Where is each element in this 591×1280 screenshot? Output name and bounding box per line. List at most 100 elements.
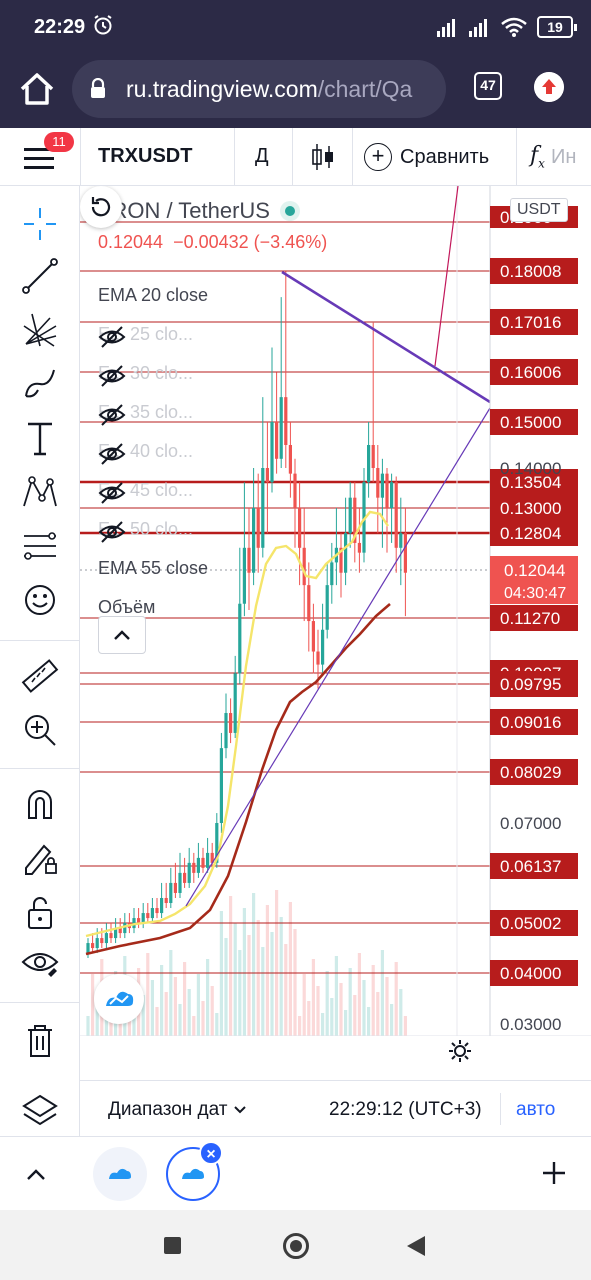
volume-bar bbox=[344, 1010, 348, 1036]
ruler-icon[interactable] bbox=[20, 656, 60, 696]
indicator-row[interactable]: E... 35 clo... bbox=[98, 402, 193, 426]
trash-icon[interactable] bbox=[20, 1020, 60, 1060]
price-tick-label: 0.07000 bbox=[500, 814, 561, 833]
volume-bar bbox=[325, 971, 329, 1036]
collapse-legend-button[interactable] bbox=[98, 616, 146, 654]
tab-count-button[interactable]: 47 bbox=[474, 72, 502, 100]
zoom-in-icon[interactable] bbox=[20, 710, 60, 750]
update-icon[interactable] bbox=[534, 72, 564, 102]
volume-bar bbox=[206, 959, 210, 1036]
plus-icon[interactable] bbox=[540, 1159, 568, 1187]
price-tick-label: 0.14000 bbox=[500, 459, 561, 478]
legend-quote: 0.12044 −0.00432 (−3.46%) bbox=[98, 232, 327, 253]
eye-off-icon[interactable] bbox=[98, 324, 126, 350]
eye-off-icon[interactable] bbox=[98, 441, 126, 467]
reset-chart-icon[interactable] bbox=[80, 186, 122, 228]
tradingview-logo-icon[interactable] bbox=[94, 974, 144, 1024]
candle-body bbox=[348, 497, 352, 534]
candle-type-icon[interactable] bbox=[310, 142, 336, 172]
indicator-row[interactable]: Объём bbox=[98, 597, 155, 618]
trend-line-icon[interactable] bbox=[20, 256, 60, 296]
currency-badge[interactable]: USDT bbox=[510, 198, 568, 222]
close-icon[interactable]: × bbox=[199, 1141, 223, 1165]
battery-icon: 19 bbox=[537, 16, 577, 38]
emoji-icon[interactable] bbox=[20, 580, 60, 620]
recent-apps-icon[interactable] bbox=[164, 1237, 181, 1254]
indicator-row[interactable]: E... 40 clo... bbox=[98, 441, 193, 465]
indicator-row[interactable]: E... 30 clo... bbox=[98, 363, 193, 387]
status-bar: 22:29 19 bbox=[0, 0, 591, 56]
magnet-icon[interactable] bbox=[20, 784, 60, 824]
auto-scale-button[interactable]: авто bbox=[516, 1099, 556, 1120]
level-label-bg bbox=[490, 520, 578, 546]
candle-body bbox=[173, 882, 177, 893]
chart-bottom-bar: Диапазон дат 22:29:12 (UTC+3) авто bbox=[80, 1080, 591, 1136]
url-bar[interactable]: ru.tradingview.com/chart/Qa bbox=[72, 60, 446, 118]
symbol-title: TRON / TetherUS bbox=[98, 198, 270, 223]
candles bbox=[86, 271, 407, 959]
interval-button[interactable]: Д bbox=[255, 145, 269, 167]
indicator-row[interactable]: E... 45 clo... bbox=[98, 480, 193, 504]
eye-off-icon[interactable] bbox=[98, 519, 126, 545]
candle-body bbox=[109, 933, 113, 939]
brush-icon[interactable] bbox=[20, 364, 60, 404]
volume-bar bbox=[233, 923, 237, 1036]
level-label: 0.13504 bbox=[500, 473, 561, 492]
timezone-clock[interactable]: 22:29:12 (UTC+3) bbox=[329, 1099, 482, 1120]
eye-icon[interactable] bbox=[20, 942, 60, 982]
eye-off-icon[interactable] bbox=[98, 480, 126, 506]
indicator-row[interactable]: EMA 20 close bbox=[98, 285, 208, 306]
volume-bar bbox=[252, 893, 256, 1036]
back-icon[interactable] bbox=[407, 1236, 425, 1256]
market-open-icon bbox=[279, 201, 300, 221]
volume-bar bbox=[353, 995, 357, 1036]
menu-icon[interactable] bbox=[22, 142, 56, 176]
compare-button[interactable]: + Сравнить bbox=[364, 142, 489, 172]
indicators-button[interactable]: fx Ин bbox=[530, 140, 576, 174]
fib-fan-icon[interactable] bbox=[20, 310, 60, 350]
volume-bar bbox=[155, 1007, 159, 1036]
price-chart[interactable]: 0.19000.180080.170160.160060.150000.1350… bbox=[80, 186, 591, 1036]
volume-bar bbox=[224, 938, 228, 1036]
level-label: 0.08029 bbox=[500, 763, 561, 782]
level-label: 0.04000 bbox=[500, 964, 561, 983]
level-label-bg bbox=[490, 759, 578, 785]
indicator-row[interactable]: E... 25 clo... bbox=[98, 324, 193, 348]
indicator-label: EMA 20 close bbox=[98, 285, 209, 305]
candle-body bbox=[86, 943, 90, 954]
pattern-icon[interactable] bbox=[20, 472, 60, 512]
chevron-up-icon[interactable] bbox=[22, 1161, 50, 1189]
eye-off-icon[interactable] bbox=[98, 363, 126, 389]
unlock-icon[interactable] bbox=[20, 892, 60, 932]
date-range-button[interactable]: Диапазон дат bbox=[108, 1099, 247, 1121]
candle-body bbox=[178, 872, 182, 893]
candle-body bbox=[137, 918, 141, 924]
text-icon[interactable] bbox=[20, 418, 60, 458]
candle-body bbox=[210, 852, 214, 863]
volume-bar bbox=[196, 974, 200, 1036]
home-icon[interactable] bbox=[16, 68, 58, 110]
candle-body bbox=[229, 713, 233, 733]
forecast-icon[interactable] bbox=[20, 526, 60, 566]
chart-area[interactable]: 0.19000.180080.170160.160060.150000.1350… bbox=[80, 186, 591, 1036]
chart-layout-1[interactable] bbox=[93, 1147, 147, 1201]
url-path: /chart/Qa bbox=[317, 76, 413, 102]
indicator-row[interactable]: E... 50 clo... bbox=[98, 519, 193, 543]
indicator-row[interactable]: EMA 55 close bbox=[98, 558, 208, 579]
home-circle-icon[interactable] bbox=[283, 1233, 309, 1259]
volume-bar bbox=[169, 950, 173, 1036]
level-label: 0.06137 bbox=[500, 857, 561, 876]
lock-pencil-icon[interactable] bbox=[20, 838, 60, 878]
symbol-button[interactable]: TRXUSDT bbox=[98, 145, 193, 167]
volume-bar bbox=[357, 953, 361, 1036]
url-host: ru.tradingview.com bbox=[126, 76, 318, 102]
crosshair-icon[interactable] bbox=[20, 204, 60, 244]
candle-body bbox=[293, 473, 297, 508]
level-label: 0.15000 bbox=[500, 413, 561, 432]
layers-icon[interactable] bbox=[20, 1090, 60, 1130]
gear-icon[interactable] bbox=[447, 1038, 473, 1064]
candle-body bbox=[284, 397, 288, 445]
chart-legend: TRON / TetherUS 0.12044 −0.00432 (−3.46%… bbox=[98, 198, 327, 617]
eye-off-icon[interactable] bbox=[98, 402, 126, 428]
volume-bar bbox=[95, 1001, 99, 1036]
